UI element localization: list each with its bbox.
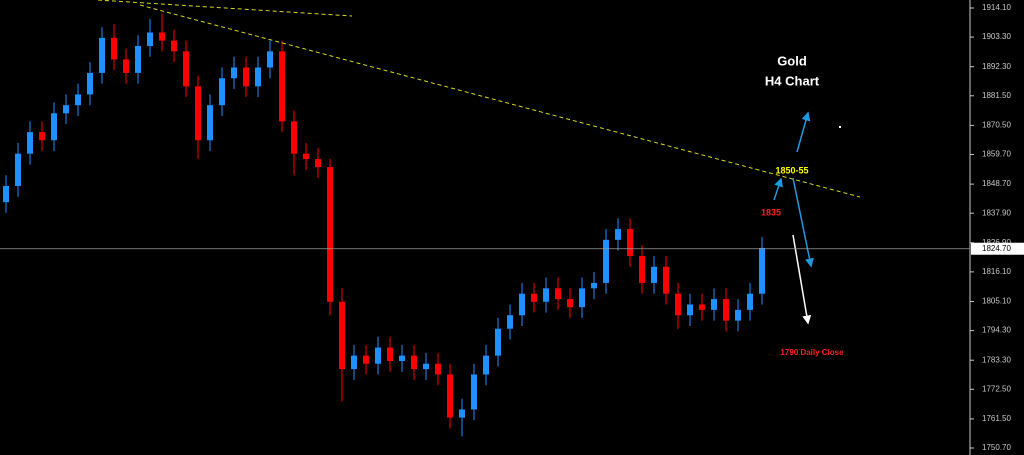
candle-body [507,315,513,329]
candle-body [663,266,669,294]
y-tick-label: 1848.70 [982,179,1011,188]
arrow [773,177,783,201]
candle-body [51,113,57,141]
candle-body [567,299,573,308]
candle-body [615,229,621,240]
candle-body [159,32,165,41]
candle-body [495,328,501,356]
candle-body [279,51,285,122]
chart-subtitle: H4 Chart [765,73,820,88]
candle-body [183,51,189,87]
last-price-box [971,242,1024,255]
arrow [796,111,811,153]
y-tick-label: 1881.50 [982,91,1011,100]
trend-line [97,0,353,17]
candle-body [435,363,441,375]
candle-body [519,293,525,316]
candle-body [555,288,561,300]
candle-body [651,266,657,283]
candle-body [195,86,201,141]
candle-body [27,132,33,154]
arrow [792,234,812,325]
y-tick-label: 1750.70 [982,443,1011,452]
candle-body [339,301,345,370]
trend-line [139,4,861,198]
candle-body [351,355,357,370]
candle-body [327,167,333,302]
candle-body [471,374,477,410]
candle-body [75,94,81,106]
y-tick-label: 1761.50 [982,414,1011,423]
candle-body [759,247,765,294]
candle-body [291,121,297,154]
candle-body [219,78,225,106]
candle-body [627,229,633,257]
y-tick-label: 1826.90 [982,238,1011,247]
arrow [792,177,814,268]
candle-body [543,288,549,302]
candle-body [267,51,273,68]
candle-body [675,293,681,316]
candle-body [3,185,9,203]
candle-body [363,355,369,364]
y-tick-label: 1903.30 [982,32,1011,41]
candle-body [483,355,489,375]
candle-body [735,309,741,321]
candle-body [603,239,609,283]
annotation: 1835 [761,207,781,217]
candle-body [207,105,213,141]
candle-body [243,67,249,87]
candle-body [99,37,105,73]
candle-body [255,67,261,87]
candle-body [699,304,705,310]
candle-body [315,159,321,168]
candle-body [147,32,153,46]
candle-body [63,105,69,114]
candle-body [591,282,597,289]
y-tick-label: 1816.10 [982,267,1011,276]
candle-body [447,374,453,418]
candle-body [111,37,117,60]
dot [839,126,841,128]
candle-body [231,67,237,79]
last-price-label: 1824.70 [982,244,1011,253]
y-tick-label: 1794.30 [982,326,1011,335]
candle-body [399,355,405,362]
annotation: 1790 Daily Close [780,348,844,357]
candle-body [639,256,645,283]
candle-body [387,347,393,362]
candle-body [711,299,717,310]
candle-body [135,45,141,73]
candle-body [303,153,309,160]
candle-body [531,293,537,302]
y-tick-label: 1805.10 [982,297,1011,306]
y-tick-label: 1870.50 [982,121,1011,130]
candle-body [171,40,177,52]
y-tick-label: 1837.90 [982,208,1011,217]
candle-body [15,153,21,186]
candle-body [123,59,129,73]
candle-body [411,355,417,370]
y-tick-label: 1859.70 [982,150,1011,159]
plot [3,13,765,437]
candle-body [87,72,93,95]
candle-body [687,304,693,316]
y-tick-label: 1892.30 [982,62,1011,71]
y-tick-label: 1914.10 [982,3,1011,12]
candle-body [747,293,753,310]
chart-title: Gold [777,53,807,68]
candle-body [375,347,381,364]
candle-body [579,288,585,308]
annotation: 1850-55 [775,165,808,175]
candle-body [423,363,429,370]
candle-body [459,409,465,418]
candle-body [723,299,729,321]
y-tick-label: 1772.50 [982,384,1011,393]
candle-body [39,132,45,141]
y-tick-label: 1783.30 [982,355,1011,364]
